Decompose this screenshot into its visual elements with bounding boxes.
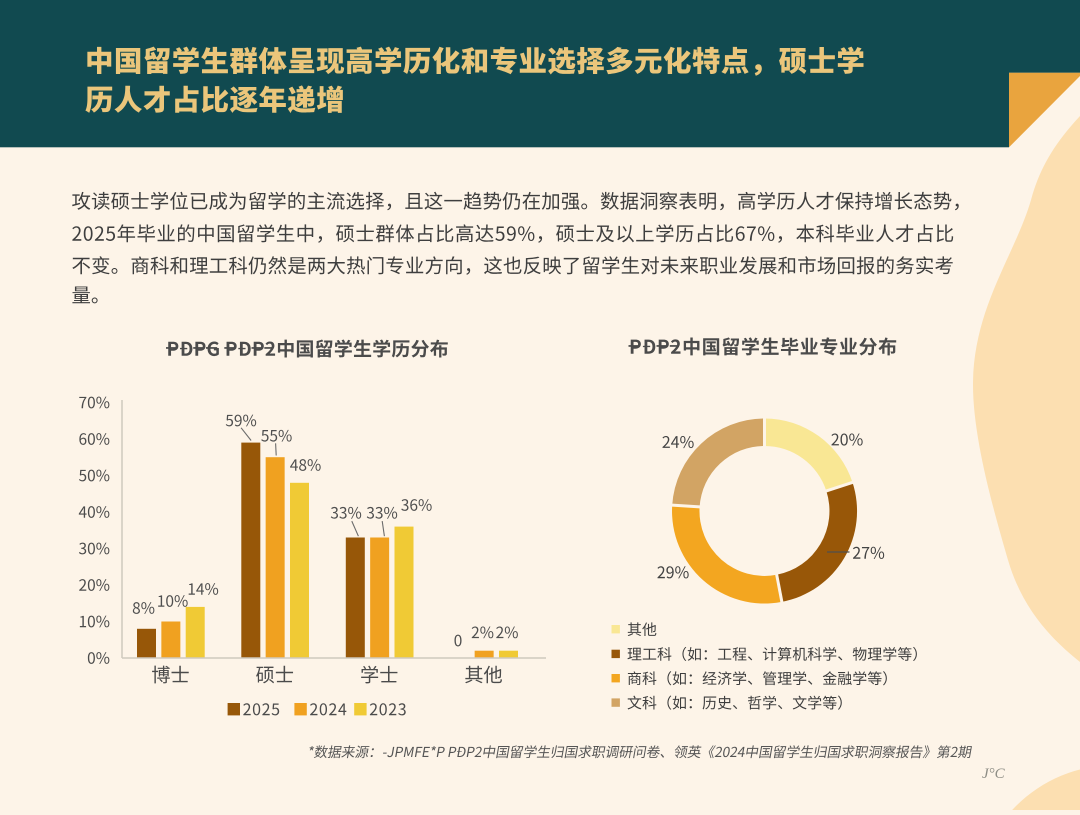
svg-text:J°C: J°C <box>982 766 1006 782</box>
